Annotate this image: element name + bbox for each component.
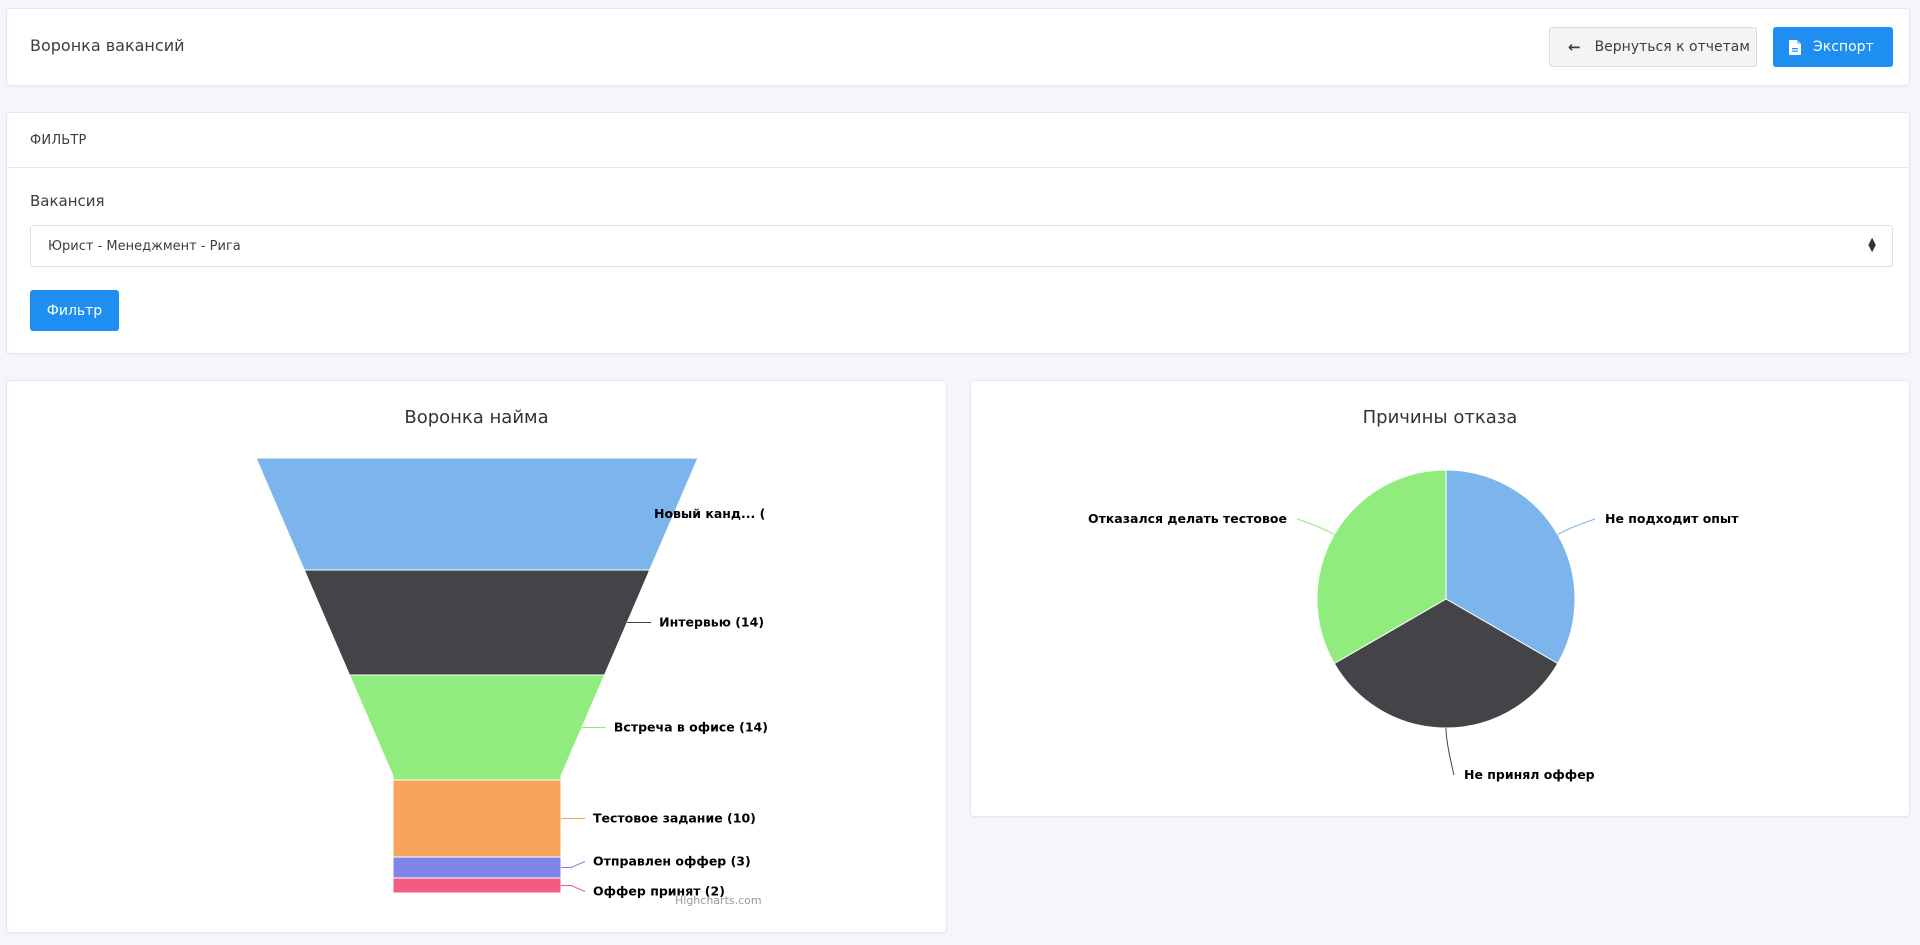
funnel-segment[interactable] [392, 856, 562, 879]
funnel-data-label: Оффер принят (2) [593, 884, 725, 899]
pie-chart: Не подходит опыт Не принял оффер Отказался… [1088, 469, 1739, 782]
funnel-chart-card: Воронка найма Новый канд... ( Интервью (1… [6, 380, 947, 933]
pie-connector [1296, 518, 1335, 535]
file-icon [1789, 39, 1801, 55]
filter-card: ФИЛЬТР Вакансия Юрист - Менеджмент - Риг… [6, 112, 1910, 354]
arrow-left-icon: ← [1568, 38, 1581, 56]
select-arrows-icon: ▲ ▼ [1868, 236, 1876, 254]
pie-data-label: Не подходит опыт [1605, 511, 1739, 526]
funnel-connector [561, 861, 586, 868]
filter-title: ФИЛЬТР [30, 133, 87, 148]
chart-credits[interactable]: Highcharts.com [675, 894, 762, 907]
funnel-segment[interactable] [255, 457, 699, 571]
back-button-label: Вернуться к отчетам [1594, 39, 1750, 55]
export-button-label: Экспорт [1813, 39, 1874, 55]
funnel-chart-title: Воронка найма [404, 407, 549, 428]
filter-button[interactable]: Фильтр [30, 290, 119, 331]
funnel-segment[interactable] [348, 674, 606, 781]
funnel-connector [561, 885, 586, 892]
funnel-segment[interactable] [392, 779, 562, 858]
pie-slice[interactable] [1445, 469, 1576, 665]
funnel-data-label: Тестовое задание (10) [593, 811, 756, 826]
vacancy-select[interactable]: Юрист - Менеджмент - Рига ▲ ▼ [30, 225, 1893, 267]
filter-header: ФИЛЬТР [7, 113, 1909, 168]
pie-data-label: Отказался делать тестовое [1088, 511, 1287, 526]
pie-connector [1557, 518, 1596, 535]
vacancy-label: Вакансия [30, 192, 105, 210]
back-to-reports-button[interactable]: ← Вернуться к отчетам [1549, 27, 1757, 67]
funnel-data-label: Отправлен оффер (3) [593, 854, 751, 869]
header-card: Воронка вакансий ← Вернуться к отчетам Э… [6, 8, 1910, 86]
funnel-chart: Новый канд... ( Интервью (14) Встреча в оф… [255, 457, 768, 907]
pie-chart-title: Причины отказа [1362, 407, 1518, 428]
funnel-data-label: Новый канд... ( [654, 506, 765, 521]
funnel-data-label: Интервью (14) [659, 615, 764, 630]
pie-data-label: Не принял оффер [1464, 767, 1595, 782]
pie-slice[interactable] [1316, 469, 1447, 665]
pie-connector [1445, 727, 1455, 776]
page-title: Воронка вакансий [30, 36, 185, 55]
vacancy-select-value: Юрист - Менеджмент - Рига [48, 238, 241, 254]
export-button[interactable]: Экспорт [1773, 27, 1893, 67]
funnel-segment[interactable] [303, 569, 651, 676]
funnel-segment[interactable] [392, 877, 562, 894]
pie-chart-card: Причины отказа Не подходит опыт Не принял… [970, 380, 1910, 817]
pie-slice[interactable] [1333, 598, 1559, 729]
funnel-data-label: Встреча в офисе (14) [614, 720, 768, 735]
